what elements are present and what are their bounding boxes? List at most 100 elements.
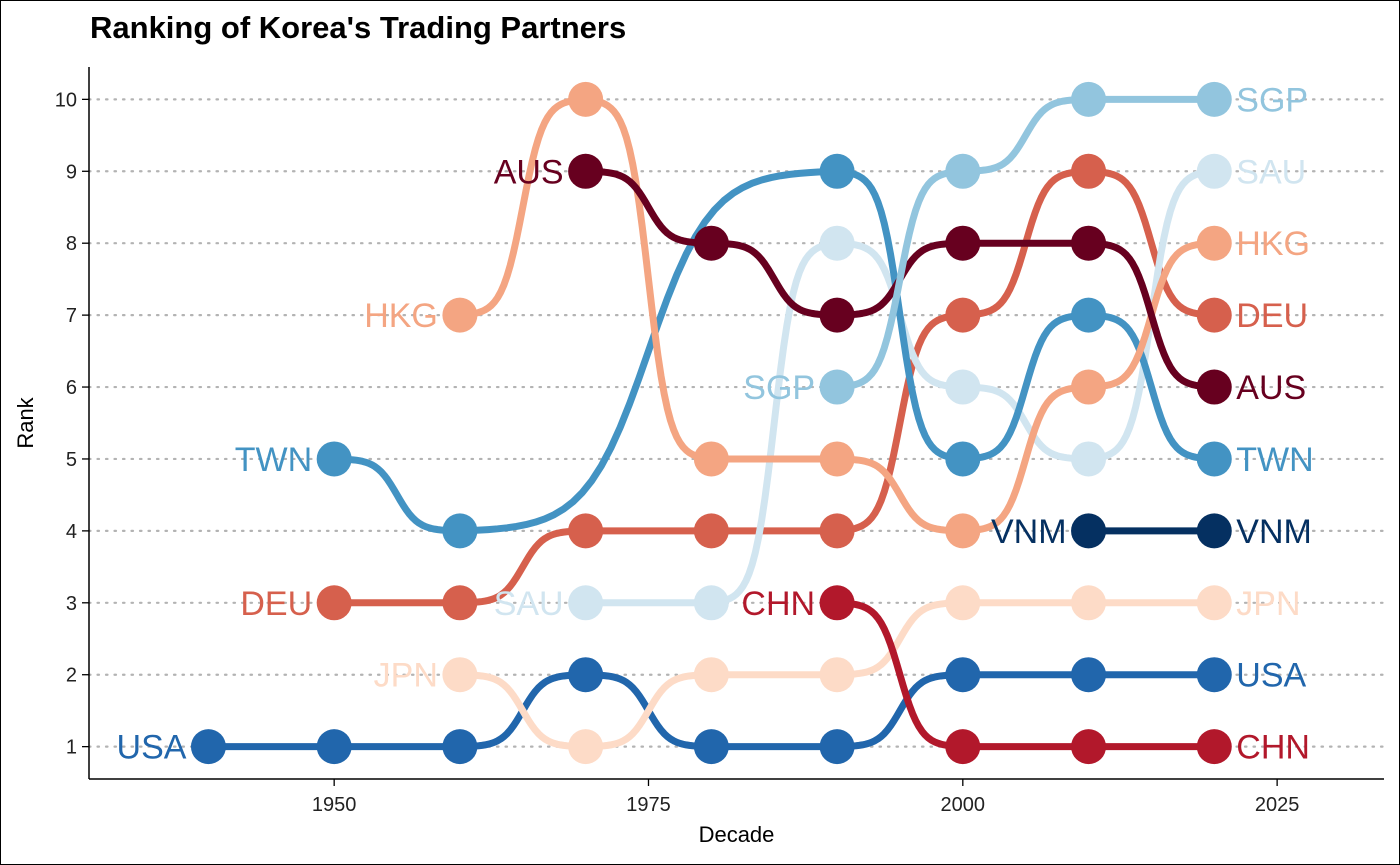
point-usa-1970 — [568, 657, 604, 693]
point-jpn-1990 — [819, 657, 855, 693]
point-vnm-2010 — [1071, 513, 1107, 549]
x-tick-label-2025: 2025 — [1255, 794, 1300, 816]
point-usa-1950 — [316, 729, 352, 765]
point-usa-2000 — [945, 657, 981, 693]
point-aus-1970 — [568, 153, 604, 189]
point-hkg-1990 — [819, 441, 855, 477]
point-jpn-1980 — [693, 657, 729, 693]
label-end-sau: SAU — [1236, 153, 1306, 191]
point-sau-2020 — [1196, 153, 1232, 189]
point-usa-2010 — [1071, 657, 1107, 693]
point-sau-2000 — [945, 369, 981, 405]
y-tick-label-4: 4 — [66, 521, 77, 543]
point-hkg-1980 — [693, 441, 729, 477]
y-tick-label-5: 5 — [66, 449, 77, 471]
point-hkg-2020 — [1196, 225, 1232, 261]
y-tick-label-9: 9 — [66, 161, 77, 183]
point-sau-1970 — [568, 585, 604, 621]
point-deu-2020 — [1196, 297, 1232, 333]
point-deu-1960 — [442, 585, 478, 621]
point-hkg-2010 — [1071, 369, 1107, 405]
point-jpn-1960 — [442, 657, 478, 693]
point-sau-1980 — [693, 585, 729, 621]
label-start-sgp: SGP — [743, 369, 815, 407]
point-twn-2010 — [1071, 297, 1107, 333]
point-hkg-1970 — [568, 81, 604, 117]
point-chn-2010 — [1071, 729, 1107, 765]
point-aus-2010 — [1071, 225, 1107, 261]
point-hkg-1960 — [442, 297, 478, 333]
point-vnm-2020 — [1196, 513, 1232, 549]
x-axis-title: Decade — [699, 822, 775, 847]
point-deu-1980 — [693, 513, 729, 549]
axis-layer: 1 2 3 4 5 6 7 8 9 10 1950 1975 2000 2025 — [55, 67, 1384, 816]
line-layer — [204, 95, 1218, 751]
label-start-hkg: HKG — [364, 297, 438, 335]
grid-layer — [87, 98, 1386, 748]
point-chn-2000 — [945, 729, 981, 765]
point-sgp-1990 — [819, 369, 855, 405]
x-tick-label-1975: 1975 — [626, 794, 671, 816]
y-tick-label-7: 7 — [66, 305, 77, 327]
point-twn-2020 — [1196, 441, 1232, 477]
label-start-usa: USA — [117, 729, 187, 767]
point-usa-1990 — [819, 729, 855, 765]
label-start-vnm: VNM — [991, 513, 1067, 551]
label-end-usa: USA — [1236, 657, 1306, 695]
point-sgp-2010 — [1071, 81, 1107, 117]
label-end-hkg: HKG — [1236, 225, 1310, 263]
point-layer — [190, 81, 1232, 765]
point-twn-1960 — [442, 513, 478, 549]
point-twn-1950 — [316, 441, 352, 477]
label-start-sau: SAU — [494, 585, 564, 623]
label-start-aus: AUS — [494, 153, 564, 191]
point-aus-1980 — [693, 225, 729, 261]
label-end-sgp: SGP — [1236, 81, 1308, 119]
y-tick-label-2: 2 — [66, 665, 77, 687]
y-tick-label-8: 8 — [66, 233, 77, 255]
point-usa-1940 — [190, 729, 226, 765]
y-tick-label-10: 10 — [55, 89, 77, 111]
x-tick-label-1950: 1950 — [312, 794, 357, 816]
series-line-chn — [833, 599, 1218, 751]
label-layer: USA USA JPN JPN DEU DEU SAU SAU CHN CHN TWN TWN HKG H… — [117, 81, 1314, 766]
chart-title: Ranking of Korea's Trading Partners — [90, 10, 627, 45]
point-sau-2010 — [1071, 441, 1107, 477]
point-usa-1960 — [442, 729, 478, 765]
label-start-jpn: JPN — [374, 657, 438, 695]
point-sgp-2000 — [945, 153, 981, 189]
point-jpn-1970 — [568, 729, 604, 765]
y-tick-label-3: 3 — [66, 593, 77, 615]
point-hkg-2000 — [945, 513, 981, 549]
point-jpn-2020 — [1196, 585, 1232, 621]
point-twn-1990 — [819, 153, 855, 189]
point-aus-2000 — [945, 225, 981, 261]
x-tick-label-2000: 2000 — [941, 794, 986, 816]
point-deu-1970 — [568, 513, 604, 549]
point-deu-1990 — [819, 513, 855, 549]
point-sau-1990 — [819, 225, 855, 261]
point-jpn-2010 — [1071, 585, 1107, 621]
point-jpn-2000 — [945, 585, 981, 621]
label-end-deu: DEU — [1236, 297, 1308, 335]
label-end-twn: TWN — [1236, 441, 1313, 479]
point-chn-1990 — [819, 585, 855, 621]
series-line-deu — [330, 167, 1218, 607]
series-line-sgp — [833, 95, 1218, 391]
series-line-twn — [330, 167, 1218, 535]
label-end-jpn: JPN — [1236, 585, 1300, 623]
label-end-aus: AUS — [1236, 369, 1306, 407]
point-deu-2000 — [945, 297, 981, 333]
y-tick-label-1: 1 — [66, 737, 77, 759]
label-end-chn: CHN — [1236, 729, 1310, 767]
label-start-deu: DEU — [240, 585, 312, 623]
y-axis-title: Rank — [13, 396, 38, 448]
label-end-vnm: VNM — [1236, 513, 1312, 551]
point-usa-2020 — [1196, 657, 1232, 693]
point-deu-2010 — [1071, 153, 1107, 189]
label-start-chn: CHN — [741, 585, 815, 623]
label-start-twn: TWN — [235, 441, 312, 479]
point-usa-1980 — [693, 729, 729, 765]
